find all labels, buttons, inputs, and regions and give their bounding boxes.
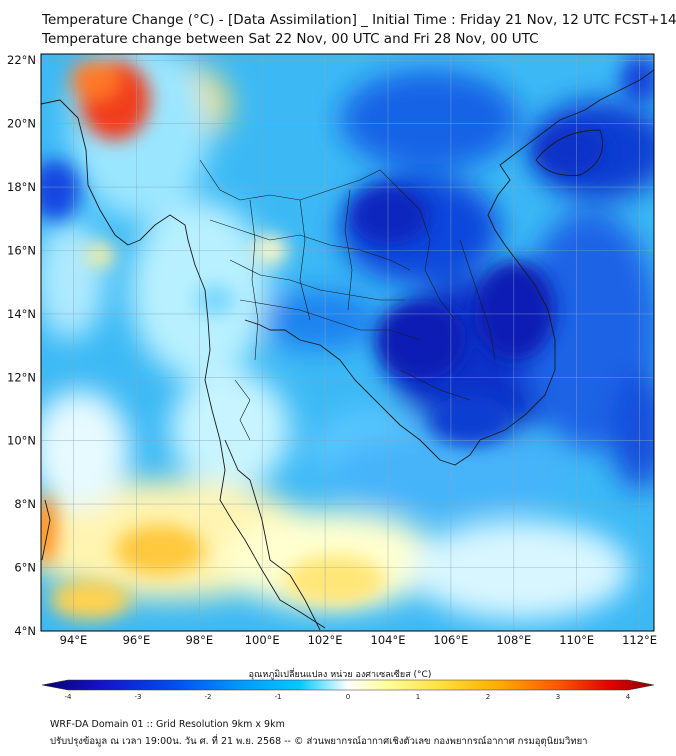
colorbar-label: อุณหภูมิเปลี่ยนแปลง หน่วย องศาเซลเซียส (… (248, 670, 432, 680)
lon-label: 112°E (622, 633, 657, 647)
footer-credit: ปรับปรุงข้อมูล ณ เวลา 19:00น. วัน ศ. ที่… (50, 736, 588, 747)
lon-label: 104°E (371, 633, 406, 647)
colorbar-tick: -1 (275, 693, 282, 701)
colorbar-tick: 0 (346, 693, 350, 701)
title-line-2: Temperature change between Sat 22 Nov, 0… (42, 31, 539, 47)
colorbar: -4 -3 -2 -1 0 1 2 3 4 (41, 679, 655, 701)
colorbar-tick: 4 (626, 693, 631, 701)
title-line-1: Temperature Change (°C) - [Data Assimila… (42, 12, 676, 28)
plot-frame (40, 53, 655, 632)
footer-domain-info: WRF-DA Domain 01 :: Grid Resolution 9km … (50, 719, 285, 730)
temperature-field (41, 54, 654, 631)
admin-borders (199, 159, 496, 441)
lat-label: 20°N (7, 117, 36, 131)
lon-label: 110°E (559, 633, 594, 647)
lon-label: 96°E (123, 633, 151, 647)
lat-label: 6°N (14, 561, 36, 575)
lat-label: 10°N (7, 434, 36, 448)
lat-label: 12°N (7, 370, 36, 384)
lat-label: 8°N (14, 497, 36, 511)
lon-axis: 94°E 96°E 98°E 100°E 102°E 104°E 106°E 1… (60, 633, 657, 647)
lat-label: 22°N (7, 53, 36, 67)
colorbar-tick: 1 (416, 693, 420, 701)
lon-label: 100°E (245, 633, 280, 647)
lon-label: 102°E (308, 633, 343, 647)
lat-label: 4°N (14, 624, 36, 638)
lat-label: 18°N (7, 180, 36, 194)
colorbar-tick: -4 (65, 693, 73, 701)
lon-label: 98°E (185, 633, 213, 647)
colorbar-tick: 3 (556, 693, 560, 701)
colorbar-bar (41, 679, 655, 691)
graticule (41, 54, 654, 631)
lon-label: 108°E (496, 633, 531, 647)
lat-label: 16°N (7, 244, 36, 258)
colorbar-tick: -2 (205, 693, 212, 701)
colorbar-tick: 2 (486, 693, 490, 701)
lon-label: 94°E (60, 633, 88, 647)
lat-axis: 22°N 20°N 18°N 16°N 14°N 12°N 10°N 8°N 6… (7, 53, 36, 638)
lon-label: 106°E (433, 633, 468, 647)
lat-label: 14°N (7, 307, 36, 321)
coastlines (41, 69, 654, 631)
colorbar-tick: -3 (135, 693, 142, 701)
